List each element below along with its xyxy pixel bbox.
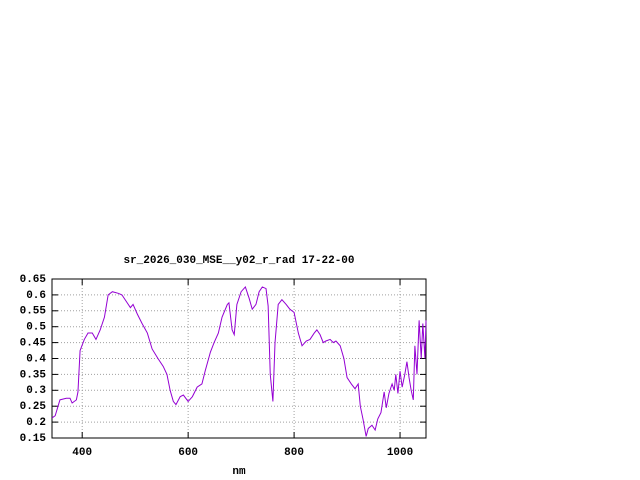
y-tick-label: 0.65 — [20, 274, 47, 286]
y-tick-label: 0.5 — [26, 322, 46, 334]
y-tick-label: 0.35 — [20, 369, 47, 381]
x-tick-label: 800 — [284, 447, 304, 459]
y-tick-label: 0.25 — [20, 401, 47, 413]
x-tick-label: 400 — [72, 447, 92, 459]
data-line — [51, 285, 427, 437]
y-tick-label: 0.2 — [26, 417, 46, 429]
y-tick-label: 0.15 — [20, 433, 47, 445]
x-axis-label: nm — [232, 466, 246, 478]
x-tick-label: 600 — [178, 447, 198, 459]
chart-title: sr_2026_030_MSE__y02_r_rad 17-22-00 — [123, 255, 354, 267]
y-tick-label: 0.3 — [26, 385, 46, 397]
y-tick-label: 0.6 — [26, 290, 46, 302]
x-tick-label: 1000 — [387, 447, 413, 459]
y-tick-label: 0.4 — [26, 353, 46, 365]
y-tick-label: 0.55 — [20, 306, 47, 318]
plot-border — [51, 278, 427, 439]
y-tick-label: 0.45 — [20, 338, 47, 350]
